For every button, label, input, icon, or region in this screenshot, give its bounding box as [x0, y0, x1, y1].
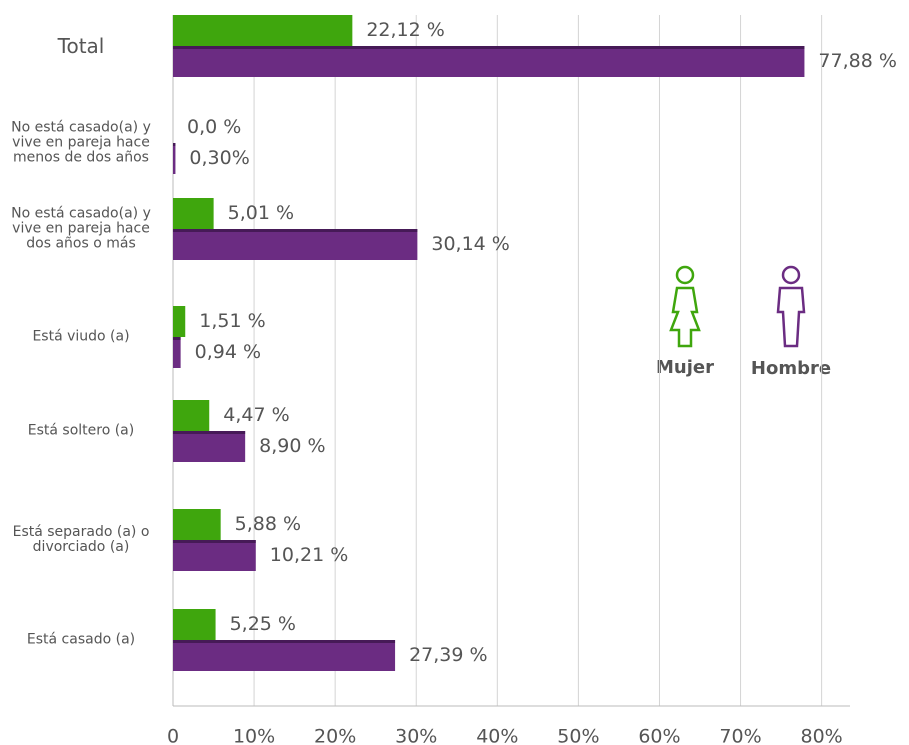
- value-label: 0,0 %: [187, 116, 241, 138]
- value-label: 5,88 %: [235, 513, 301, 535]
- bar: [173, 400, 210, 431]
- value-label: 4,47 %: [223, 404, 289, 426]
- x-tick-label: 30%: [395, 726, 437, 745]
- value-label: 10,21 %: [270, 544, 349, 566]
- legend-icon-man: [776, 265, 806, 348]
- bar: [173, 431, 246, 462]
- value-label: 77,88 %: [818, 50, 897, 72]
- x-tick-label: 70%: [719, 726, 761, 745]
- legend-icon-woman: [669, 265, 701, 348]
- bar: [173, 143, 176, 174]
- x-tick-label: 40%: [476, 726, 518, 745]
- category-label: Está separado (a) o divorciado (a): [12, 524, 150, 555]
- bar-shade: [173, 229, 418, 232]
- bar: [173, 540, 256, 571]
- legend-label: Hombre: [751, 358, 831, 379]
- value-label: 0,94 %: [195, 341, 261, 363]
- x-tick-label: 50%: [557, 726, 599, 745]
- bar-shade: [173, 46, 805, 49]
- x-tick-label: 80%: [801, 726, 843, 745]
- category-label: Total: [57, 34, 105, 58]
- legend-label: Mujer: [656, 357, 714, 378]
- bar: [173, 306, 186, 337]
- bar-shade: [173, 640, 396, 643]
- bar: [173, 509, 221, 540]
- value-label: 22,12 %: [366, 19, 445, 41]
- bar: [173, 15, 353, 46]
- bar: [173, 609, 216, 640]
- value-label: 30,14 %: [431, 233, 510, 255]
- category-label: Está viudo (a): [32, 328, 130, 345]
- bar-shade: [173, 337, 181, 340]
- x-tick-label: 10%: [233, 726, 275, 745]
- bar-shade: [173, 143, 176, 146]
- value-label: 1,51 %: [199, 310, 265, 332]
- bar-shade: [173, 540, 256, 543]
- value-label: 5,25 %: [230, 613, 296, 635]
- value-label: 5,01 %: [228, 202, 294, 224]
- x-tick-label: 0: [167, 726, 179, 745]
- value-label: 8,90 %: [259, 435, 325, 457]
- bar: [173, 46, 805, 77]
- category-label: Está soltero (a): [27, 422, 135, 439]
- bar: [173, 640, 396, 671]
- value-label: 27,39 %: [409, 644, 488, 666]
- bar-shade: [173, 431, 246, 434]
- legend: Mujer Hombre: [656, 265, 831, 379]
- bar: [173, 198, 214, 229]
- category-label: No está casado(a) y vive en pareja hace …: [11, 119, 151, 166]
- x-tick-label: 60%: [638, 726, 680, 745]
- x-tick-label: 20%: [314, 726, 356, 745]
- value-label: 0,30%: [189, 147, 249, 169]
- category-label: No está casado(a) y vive en pareja hace …: [11, 205, 151, 252]
- category-label: Está casado (a): [26, 631, 136, 648]
- bar: [173, 229, 418, 260]
- bar: [173, 337, 181, 368]
